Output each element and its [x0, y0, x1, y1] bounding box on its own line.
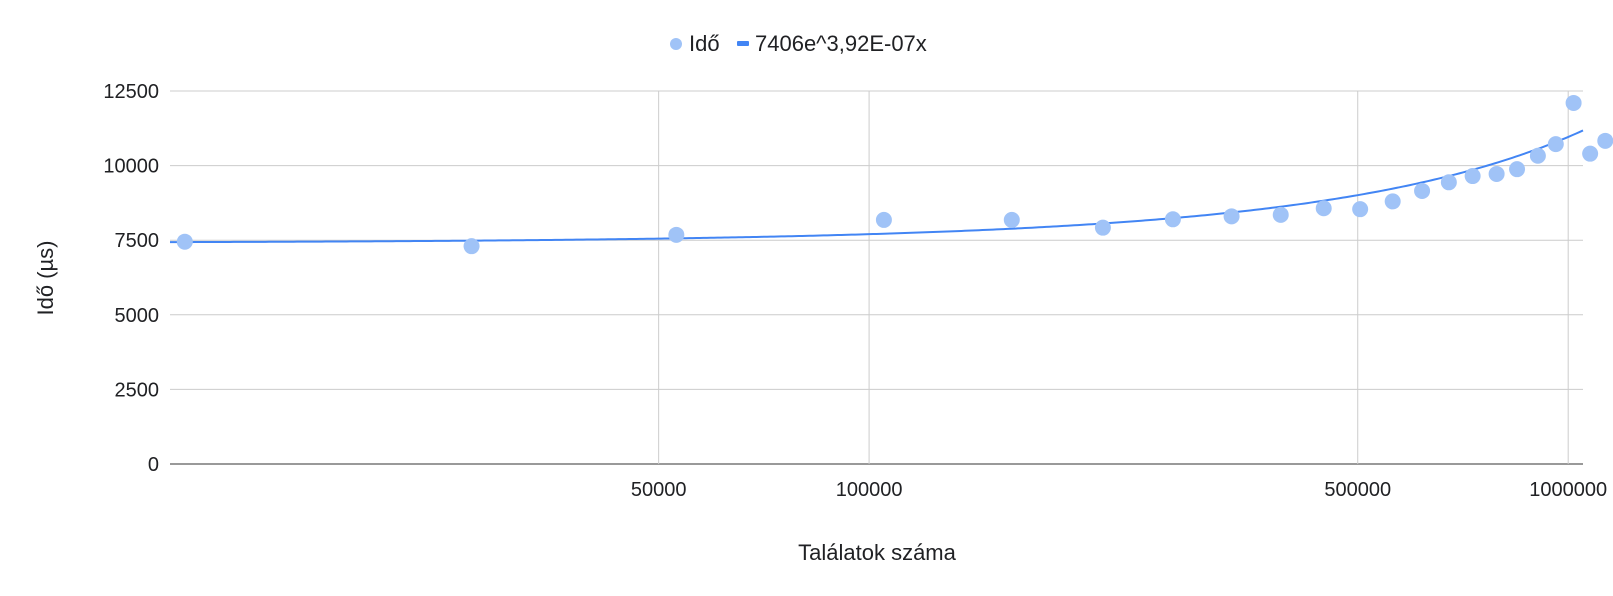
trendline [169, 129, 1584, 244]
data-point [1464, 168, 1481, 185]
data-point [1223, 208, 1240, 225]
data-point [1509, 161, 1526, 178]
x-tick-label: 1000000 [1529, 479, 1607, 501]
y-tick-label: 12500 [103, 81, 159, 103]
x-axis-title: Találatok száma [798, 540, 957, 565]
data-point [463, 238, 480, 255]
legend-label-trendline: 7406e^3,92E-07x [755, 31, 927, 56]
data-point [1384, 193, 1401, 210]
data-point [1414, 182, 1431, 199]
data-point [1352, 201, 1369, 218]
data-point [1529, 147, 1546, 164]
data-point [1272, 206, 1289, 223]
data-point [1547, 136, 1564, 153]
data-point [1003, 211, 1020, 228]
y-axis-title: Idő (µs) [33, 240, 58, 315]
data-point [1597, 132, 1613, 149]
x-axis-ticks: 50000 100000 500000 1000000 [631, 479, 1607, 501]
data-point [1164, 211, 1181, 228]
data-points [176, 94, 1613, 255]
data-point [1582, 145, 1599, 162]
trendline-path [169, 129, 1584, 244]
data-point [1315, 200, 1332, 217]
x-tick-label: 500000 [1324, 479, 1391, 501]
legend-label-ido: Idő [689, 31, 720, 56]
legend-marker-ido [670, 38, 682, 50]
legend-marker-trendline [737, 41, 749, 46]
legend: Idő 7406e^3,92E-07x [670, 31, 927, 56]
data-point [668, 226, 685, 243]
y-tick-label: 5000 [115, 305, 160, 327]
grid-lines [170, 90, 1583, 465]
y-tick-label: 7500 [115, 230, 160, 252]
y-tick-label: 0 [148, 454, 159, 476]
data-point [176, 233, 193, 250]
y-axis-ticks: 0 2500 5000 7500 10000 12500 [103, 81, 159, 476]
data-point [1094, 219, 1111, 236]
x-tick-label: 100000 [836, 479, 903, 501]
data-point [1440, 174, 1457, 191]
y-tick-label: 2500 [115, 379, 160, 401]
y-tick-label: 10000 [103, 156, 159, 178]
data-point [1488, 165, 1505, 182]
data-point [1565, 94, 1582, 111]
data-point [875, 211, 892, 228]
x-tick-label: 50000 [631, 479, 687, 501]
